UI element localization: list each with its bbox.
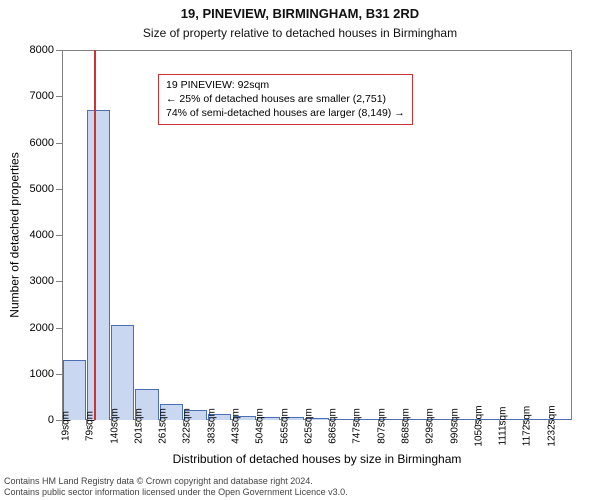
x-tick-label: 1232sqm	[546, 405, 557, 446]
y-tick	[56, 328, 62, 329]
x-tick-label: 322sqm	[182, 408, 193, 444]
y-tick-label: 0	[48, 414, 54, 426]
y-tick-label: 4000	[30, 229, 54, 241]
x-tick-label: 261sqm	[158, 408, 169, 444]
x-tick-label: 565sqm	[279, 408, 290, 444]
y-tick-label: 6000	[30, 137, 54, 149]
x-tick-label: 383sqm	[206, 408, 217, 444]
y-tick-label: 8000	[30, 44, 54, 56]
x-tick-label: 140sqm	[109, 408, 120, 444]
y-tick	[56, 189, 62, 190]
attribution-line-2: Contains public sector information licen…	[4, 487, 348, 498]
x-tick-label: 929sqm	[425, 408, 436, 444]
y-tick	[56, 281, 62, 282]
x-tick-label: 747sqm	[352, 408, 363, 444]
y-tick	[56, 143, 62, 144]
x-tick-label: 625sqm	[303, 408, 314, 444]
y-tick-label: 2000	[30, 322, 54, 334]
x-tick-label: 1172sqm	[522, 406, 533, 446]
x-tick-label: 990sqm	[449, 408, 460, 444]
x-tick-label: 868sqm	[401, 408, 412, 444]
page-title: 19, PINEVIEW, BIRMINGHAM, B31 2RD	[0, 6, 600, 21]
x-tick-label: 443sqm	[231, 408, 242, 444]
x-tick-label: 504sqm	[255, 408, 266, 444]
plot-area: 01000200030004000500060007000800019sqm79…	[62, 50, 572, 420]
x-tick-label: 1111sqm	[498, 407, 509, 446]
y-tick	[56, 96, 62, 97]
attribution: Contains HM Land Registry data © Crown c…	[4, 476, 348, 499]
annotation-line-2: ← 25% of detached houses are smaller (2,…	[166, 92, 405, 106]
y-tick-label: 7000	[30, 90, 54, 102]
y-tick-label: 3000	[30, 275, 54, 287]
y-tick-label: 1000	[30, 368, 54, 380]
y-axis-label: Number of detached properties	[8, 152, 22, 317]
chart-container: 19, PINEVIEW, BIRMINGHAM, B31 2RD Size o…	[0, 0, 600, 500]
annotation-line-3: 74% of semi-detached houses are larger (…	[166, 106, 405, 120]
property-marker-line	[94, 50, 96, 420]
y-tick	[56, 374, 62, 375]
x-tick-label: 19sqm	[61, 411, 72, 441]
y-tick-label: 5000	[30, 183, 54, 195]
histogram-bar	[111, 325, 134, 420]
x-tick-label: 807sqm	[376, 408, 387, 444]
histogram-bar	[87, 110, 110, 420]
x-tick-label: 201sqm	[133, 408, 144, 444]
y-tick	[56, 50, 62, 51]
x-tick-label: 686sqm	[328, 408, 339, 444]
page-subtitle: Size of property relative to detached ho…	[0, 26, 600, 40]
attribution-line-1: Contains HM Land Registry data © Crown c…	[4, 476, 348, 487]
y-tick	[56, 235, 62, 236]
x-axis-label: Distribution of detached houses by size …	[62, 452, 572, 466]
y-axis-label-container: Number of detached properties	[6, 50, 24, 420]
x-tick-label: 1050sqm	[473, 405, 484, 446]
annotation-line-1: 19 PINEVIEW: 92sqm	[166, 78, 405, 92]
annotation-box: 19 PINEVIEW: 92sqm ← 25% of detached hou…	[158, 74, 413, 125]
